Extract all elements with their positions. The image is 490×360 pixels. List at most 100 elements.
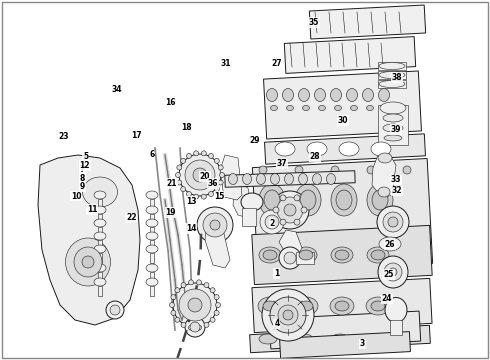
Ellipse shape: [264, 190, 280, 210]
Ellipse shape: [259, 166, 267, 174]
Ellipse shape: [265, 215, 279, 229]
Ellipse shape: [379, 237, 401, 251]
Ellipse shape: [367, 334, 385, 344]
Ellipse shape: [336, 190, 352, 210]
Bar: [378, 105, 408, 145]
Ellipse shape: [170, 302, 174, 307]
Ellipse shape: [190, 322, 200, 332]
Ellipse shape: [241, 193, 263, 211]
Text: 6: 6: [149, 150, 154, 159]
Ellipse shape: [384, 263, 402, 281]
Ellipse shape: [82, 256, 94, 268]
Ellipse shape: [279, 247, 301, 269]
Ellipse shape: [284, 252, 296, 264]
Ellipse shape: [177, 180, 182, 185]
Ellipse shape: [258, 297, 282, 315]
Text: 11: 11: [87, 205, 98, 214]
Text: 34: 34: [111, 85, 122, 94]
Ellipse shape: [302, 105, 310, 111]
Text: 37: 37: [276, 159, 287, 168]
Ellipse shape: [263, 250, 277, 260]
Bar: [296, 252, 314, 264]
Ellipse shape: [94, 245, 106, 253]
Ellipse shape: [214, 294, 219, 300]
Ellipse shape: [181, 186, 186, 192]
Bar: [242, 208, 256, 226]
Bar: [98, 214, 102, 224]
Text: 31: 31: [220, 58, 231, 68]
Bar: [150, 214, 154, 224]
Text: 18: 18: [181, 123, 192, 132]
Ellipse shape: [94, 191, 106, 199]
Text: 33: 33: [391, 175, 401, 184]
Ellipse shape: [330, 89, 342, 102]
Bar: [280, 332, 411, 359]
Bar: [252, 278, 432, 333]
Ellipse shape: [204, 283, 209, 288]
Ellipse shape: [378, 187, 390, 197]
Ellipse shape: [283, 89, 294, 102]
Ellipse shape: [298, 89, 310, 102]
Ellipse shape: [259, 184, 285, 216]
Ellipse shape: [175, 288, 180, 293]
Text: 35: 35: [308, 18, 319, 27]
Ellipse shape: [280, 219, 286, 225]
Text: 21: 21: [166, 179, 177, 188]
Bar: [98, 286, 102, 296]
Text: 28: 28: [310, 152, 320, 161]
Text: 36: 36: [208, 179, 219, 188]
Ellipse shape: [106, 301, 124, 319]
Ellipse shape: [177, 165, 182, 170]
Bar: [270, 311, 421, 349]
Ellipse shape: [339, 142, 359, 156]
Ellipse shape: [335, 105, 342, 111]
Ellipse shape: [218, 180, 223, 185]
Ellipse shape: [175, 172, 180, 177]
Ellipse shape: [284, 204, 296, 216]
Ellipse shape: [210, 288, 215, 293]
Ellipse shape: [299, 301, 313, 311]
Ellipse shape: [259, 247, 281, 263]
Text: 38: 38: [392, 73, 402, 82]
Ellipse shape: [287, 105, 294, 111]
Ellipse shape: [295, 247, 317, 263]
Ellipse shape: [335, 250, 349, 260]
Text: 10: 10: [71, 192, 81, 201]
Ellipse shape: [326, 174, 336, 184]
Ellipse shape: [318, 105, 325, 111]
Ellipse shape: [194, 194, 198, 199]
Text: 30: 30: [338, 116, 348, 125]
Ellipse shape: [371, 301, 385, 311]
Text: 16: 16: [165, 98, 176, 107]
Ellipse shape: [214, 186, 220, 192]
Ellipse shape: [307, 142, 327, 156]
Ellipse shape: [383, 114, 403, 122]
Ellipse shape: [94, 232, 106, 240]
Bar: [378, 62, 406, 70]
Text: 22: 22: [126, 213, 137, 222]
Ellipse shape: [263, 301, 277, 311]
Ellipse shape: [403, 166, 411, 174]
Ellipse shape: [367, 166, 375, 174]
Ellipse shape: [179, 154, 221, 196]
Ellipse shape: [350, 105, 358, 111]
Ellipse shape: [185, 160, 215, 190]
Ellipse shape: [383, 124, 403, 132]
Ellipse shape: [331, 184, 357, 216]
Ellipse shape: [372, 190, 388, 210]
Ellipse shape: [204, 323, 209, 327]
Ellipse shape: [74, 247, 102, 277]
Ellipse shape: [331, 166, 339, 174]
Ellipse shape: [380, 102, 406, 114]
Ellipse shape: [228, 174, 238, 184]
Ellipse shape: [82, 177, 118, 207]
Text: 2: 2: [270, 219, 274, 228]
Text: 26: 26: [384, 240, 395, 249]
Ellipse shape: [214, 158, 220, 163]
Ellipse shape: [146, 232, 158, 240]
Text: 9: 9: [80, 182, 85, 191]
Ellipse shape: [298, 174, 308, 184]
Ellipse shape: [330, 297, 354, 315]
Ellipse shape: [203, 213, 227, 237]
Bar: [249, 325, 430, 353]
